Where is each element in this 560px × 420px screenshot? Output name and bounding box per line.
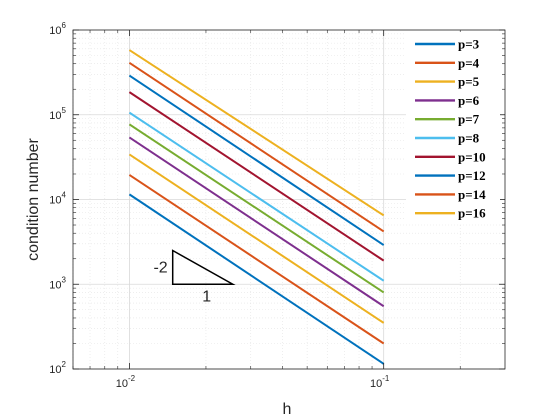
x-tick-label: 10-1	[370, 374, 390, 390]
legend-label: p=16	[458, 206, 486, 221]
series-layer	[128, 49, 385, 365]
series-line-p=16	[128, 49, 385, 217]
series-line-p=10	[128, 91, 385, 262]
legend-label: p=8	[458, 131, 480, 146]
series-line-p=14	[128, 61, 385, 233]
y-tick-label: 104	[49, 191, 66, 207]
legend-label: p=12	[458, 168, 486, 183]
y-tick-label: 103	[49, 275, 66, 291]
legend-label: p=14	[458, 187, 486, 202]
slope-triangle	[171, 249, 236, 285]
series-line-p=7	[128, 123, 385, 294]
legend-label: p=6	[458, 93, 480, 108]
slope-annotation: -2 1	[153, 249, 236, 305]
x-axis-label: h	[283, 401, 292, 418]
y-axis-label: condition number	[25, 137, 42, 260]
axis-ticks	[72, 29, 505, 370]
series-line-p=4	[128, 174, 385, 345]
y-tick-label: 106	[49, 21, 66, 37]
legend: p=3 p=4 p=5 p=6 p=7 p=8 p=10 p=12 p=14 p=16	[406, 32, 500, 224]
legend-label: p=10	[458, 149, 486, 164]
legend-label: p=7	[458, 112, 480, 127]
series-line-p=8	[128, 111, 385, 282]
legend-label: p=5	[458, 74, 480, 89]
series-line-p=12	[128, 74, 385, 246]
series-line-p=6	[128, 136, 385, 308]
x-tick-labels: 10-2 10-1	[116, 374, 390, 390]
run-label: 1	[202, 288, 211, 305]
y-tick-label: 105	[49, 106, 66, 122]
series-line-p=5	[128, 153, 385, 324]
legend-label: p=3	[458, 37, 480, 52]
y-tick-labels: 102 103 104 105 106	[49, 21, 66, 376]
series-line-p=3	[128, 193, 385, 365]
x-tick-label: 10-2	[116, 374, 136, 390]
legend-label: p=4	[458, 55, 480, 70]
y-tick-label: 102	[49, 360, 66, 376]
slope-label: -2	[153, 259, 167, 276]
